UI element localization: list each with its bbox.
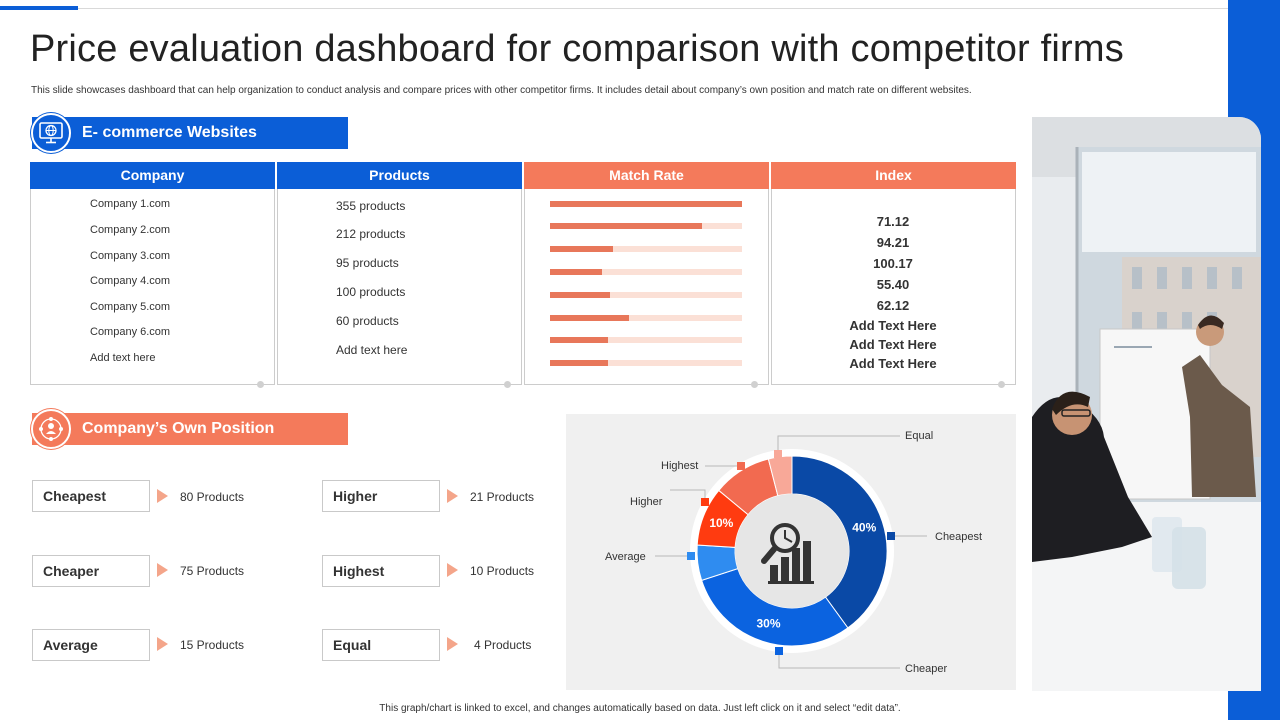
meeting-photo xyxy=(1032,117,1261,691)
header-match-rate: Match Rate xyxy=(524,162,769,189)
match-rate-fill xyxy=(550,201,742,207)
match-rate-bar xyxy=(550,223,742,229)
company-cell: Company 2.com xyxy=(90,224,171,236)
column-dot xyxy=(257,381,264,388)
match-rate-fill xyxy=(550,246,614,252)
match-rate-fill xyxy=(550,315,629,321)
match-rate-bar xyxy=(550,292,742,298)
match-rate-fill xyxy=(550,269,602,275)
callout-markers xyxy=(687,450,895,655)
websites-section-header: E- commerce Websites xyxy=(32,117,348,149)
position-label: Cheaper xyxy=(32,555,150,587)
donut-slice-label-cheapest: 40% xyxy=(852,521,876,535)
arrow-right-icon xyxy=(157,637,168,651)
callout-label-cheapest: Cheapest xyxy=(935,531,982,543)
match-rate-bar xyxy=(550,360,742,366)
products-cell: 60 products xyxy=(336,314,399,328)
callout-label-highest: Highest xyxy=(661,460,698,472)
callout-label-average: Average xyxy=(605,551,646,563)
arrow-right-icon xyxy=(447,489,458,503)
position-value: 21 Products xyxy=(470,490,535,504)
products-cell: 95 products xyxy=(336,256,399,270)
globe-monitor-icon xyxy=(31,113,71,153)
top-divider xyxy=(0,8,1228,9)
index-cell: 100.17 xyxy=(873,256,913,271)
arrow-right-icon xyxy=(447,563,458,577)
donut-slice-label-higher: 10% xyxy=(709,516,733,530)
products-cell: 355 products xyxy=(336,199,406,213)
match-rate-bar xyxy=(550,201,742,207)
index-cell: Add Text Here xyxy=(849,356,937,371)
position-value: 10 Products xyxy=(470,564,535,578)
position-value: 80 Products xyxy=(180,490,245,504)
index-cell: 62.12 xyxy=(876,298,910,313)
position-label: Equal xyxy=(322,629,440,661)
donut-slices xyxy=(696,455,888,647)
company-cell: Company 4.com xyxy=(90,275,171,287)
position-value: 75 Products xyxy=(180,564,245,578)
donut-slice-label-cheaper: 30% xyxy=(756,616,780,630)
match-rate-column xyxy=(524,189,769,385)
index-cell: 94.21 xyxy=(876,235,910,250)
company-cell: Add text here xyxy=(90,352,156,364)
position-label: Cheapest xyxy=(32,480,150,512)
callout-label-cheaper: Cheaper xyxy=(905,663,948,675)
callout-label-equal: Equal xyxy=(905,430,933,442)
arrow-right-icon xyxy=(157,563,168,577)
products-cell: 212 products xyxy=(336,227,406,241)
position-value: 4 Products xyxy=(474,638,532,652)
arrow-right-icon xyxy=(447,637,458,651)
arrow-right-icon xyxy=(157,489,168,503)
position-value: 15 Products xyxy=(180,638,245,652)
footer-note: This graph/chart is linked to excel, and… xyxy=(379,703,901,714)
match-rate-fill xyxy=(550,337,608,343)
analytics-magnifier-icon xyxy=(761,523,814,584)
company-cell: Company 1.com xyxy=(90,198,171,210)
header-index: Index xyxy=(771,162,1016,189)
meeting-illustration xyxy=(1032,117,1261,691)
callout-label-higher: Higher xyxy=(630,496,663,508)
donut-slice-labels: 40% 30% 10% xyxy=(709,516,876,630)
index-cell: Add Text Here xyxy=(849,337,937,352)
match-rate-bar xyxy=(550,269,742,275)
company-cell: Company 3.com xyxy=(90,250,171,262)
position-label: Average xyxy=(32,629,150,661)
page-subtitle: This slide showcases dashboard that can … xyxy=(31,85,972,96)
position-section-title: Company’s Own Position xyxy=(82,420,275,437)
column-dot xyxy=(998,381,1005,388)
position-label: Highest xyxy=(322,555,440,587)
products-cell: Add text here xyxy=(336,343,408,357)
index-cell: 71.12 xyxy=(876,214,910,229)
page-title: Price evaluation dashboard for compariso… xyxy=(30,28,1124,70)
column-dot xyxy=(751,381,758,388)
company-column xyxy=(30,189,275,385)
position-section-header: Company’s Own Position xyxy=(32,413,348,445)
websites-section-title: E- commerce Websites xyxy=(82,124,257,141)
match-rate-fill xyxy=(550,360,608,366)
company-cell: Company 5.com xyxy=(90,301,171,313)
position-label: Higher xyxy=(322,480,440,512)
match-rate-bar xyxy=(550,315,742,321)
header-products: Products xyxy=(277,162,522,189)
index-cell: Add Text Here xyxy=(849,318,937,333)
callout-lines xyxy=(655,435,927,669)
network-icon xyxy=(31,409,71,449)
column-dot xyxy=(504,381,511,388)
index-cell: 55.40 xyxy=(876,277,910,292)
match-rate-bar xyxy=(550,246,742,252)
company-cell: Company 6.com xyxy=(90,326,171,338)
products-cell: 100 products xyxy=(336,285,406,299)
top-accent xyxy=(0,6,78,10)
header-company: Company xyxy=(30,162,275,189)
position-donut-chart: 40% 30% 10% Equal Cheapest Cheaper Average… xyxy=(605,430,982,675)
match-rate-bar xyxy=(550,337,742,343)
index-column xyxy=(771,189,1016,385)
match-rate-fill xyxy=(550,292,610,298)
match-rate-fill xyxy=(550,223,702,229)
products-column xyxy=(277,189,522,385)
